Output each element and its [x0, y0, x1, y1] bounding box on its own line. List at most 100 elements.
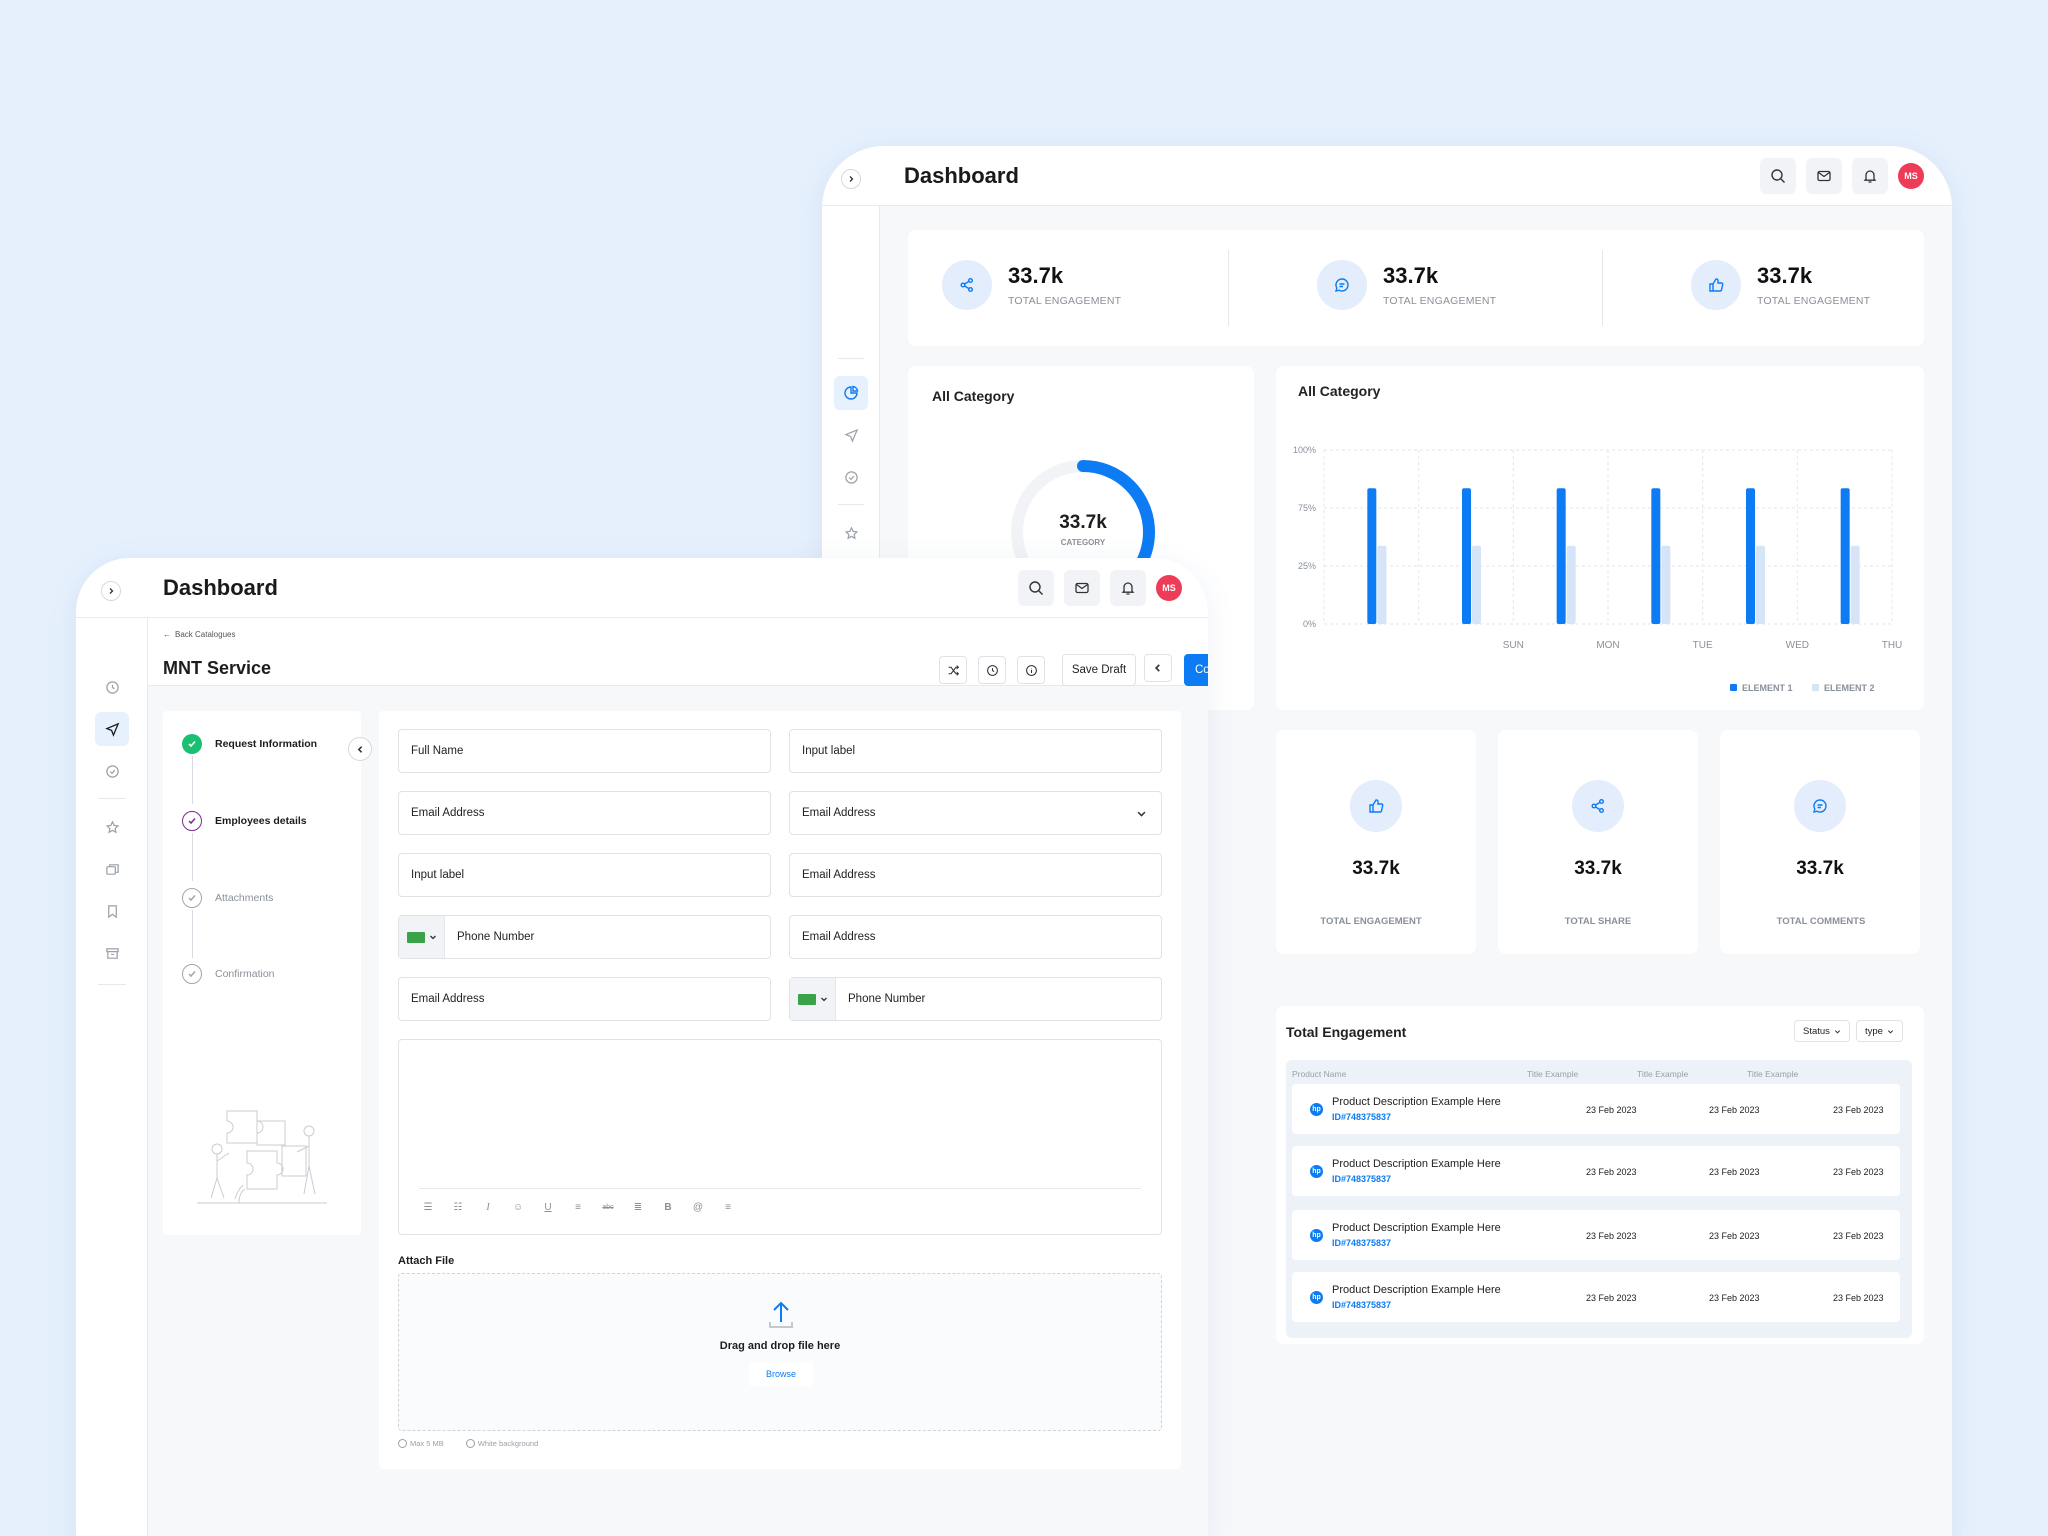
country-code-dropdown[interactable]	[399, 916, 445, 958]
sidebar-item-send[interactable]	[834, 418, 868, 452]
table-row[interactable]: hp Product Description Example Here ID#748…	[1292, 1210, 1900, 1260]
avatar[interactable]: MS	[1898, 163, 1924, 189]
sidebar-item-tasks[interactable]	[95, 754, 129, 788]
check-icon	[182, 964, 202, 984]
file-dropzone[interactable]: Drag and drop file here Browse	[398, 1273, 1162, 1431]
numbered-list-icon[interactable]: ☷	[453, 1201, 463, 1213]
share-icon	[1591, 799, 1604, 813]
check-circle-icon	[465, 1439, 475, 1448]
date-cell: 23 Feb 2023	[1586, 1105, 1637, 1115]
bell-icon	[1863, 170, 1877, 183]
notification-button[interactable]	[1110, 570, 1146, 606]
full-name-field[interactable]: Full Name	[398, 729, 771, 773]
y-tick-label: 0%	[1303, 619, 1316, 629]
browse-button[interactable]: Browse	[749, 1362, 813, 1386]
product-name: Product Description Example Here	[1332, 1158, 1501, 1170]
step-confirmation[interactable]: Confirmation	[182, 964, 275, 984]
date-cell: 23 Feb 2023	[1709, 1231, 1760, 1241]
type-filter[interactable]: type	[1856, 1020, 1903, 1042]
comment-icon	[1335, 278, 1349, 292]
email-select[interactable]: Email Address	[789, 791, 1162, 835]
chevron-right-icon	[109, 588, 114, 594]
chevron-right-icon	[849, 176, 854, 182]
table-row[interactable]: hp Product Description Example Here ID#748…	[1292, 1272, 1900, 1322]
info-button[interactable]	[1017, 656, 1045, 684]
align-center-icon[interactable]: ≣	[633, 1201, 643, 1213]
expand-sidebar-button[interactable]	[841, 169, 861, 189]
table-row[interactable]: hp Product Description Example Here ID#748…	[1292, 1084, 1900, 1134]
email-field[interactable]: Email Address	[398, 791, 771, 835]
card-title: All Category	[932, 388, 1015, 404]
collapse-stepper-button[interactable]	[348, 737, 372, 761]
phone-field[interactable]: Phone Number	[398, 915, 771, 959]
step-request-information[interactable]: Request Information	[182, 734, 317, 754]
form-card: Full Name Input label Email Address Emai…	[379, 711, 1181, 1469]
shuffle-button[interactable]	[939, 656, 967, 684]
mail-button[interactable]	[1064, 570, 1100, 606]
check-circle-icon	[105, 764, 119, 778]
email-field[interactable]: Email Address	[789, 853, 1162, 897]
back-link[interactable]: ← Back Catalogues	[163, 630, 235, 639]
field-placeholder: Email Address	[802, 931, 876, 943]
input-label-field[interactable]: Input label	[789, 729, 1162, 773]
sidebar-divider	[98, 984, 126, 985]
italic-icon[interactable]: I	[486, 1201, 490, 1213]
search-button[interactable]	[1018, 570, 1054, 606]
page-title: Dashboard	[163, 575, 278, 600]
stat-value: 33.7k	[1008, 263, 1064, 288]
align-left-icon[interactable]: ≡	[575, 1201, 581, 1213]
sidebar-item-files[interactable]	[95, 852, 129, 886]
mini-stat-engagement: 33.7k TOTAL ENGAGEMENT	[1276, 730, 1476, 954]
date-cell: 23 Feb 2023	[1586, 1167, 1637, 1177]
field-placeholder: Email Address	[411, 993, 485, 1005]
flag-icon	[406, 931, 425, 943]
bold-icon[interactable]: B	[664, 1201, 672, 1213]
bar-element-1	[1840, 488, 1850, 624]
thumbs-up-icon	[1369, 799, 1384, 813]
email-field[interactable]: Email Address	[398, 977, 771, 1021]
strikethrough-icon[interactable]: abc	[602, 1203, 614, 1211]
underline-icon[interactable]: U	[544, 1201, 552, 1213]
history-button[interactable]	[978, 656, 1006, 684]
sidebar-item-archive[interactable]	[95, 936, 129, 970]
input-label-field[interactable]: Input label	[398, 853, 771, 897]
field-placeholder: Phone Number	[848, 993, 926, 1005]
sidebar-item-bookmarks[interactable]	[95, 894, 129, 928]
mail-button[interactable]	[1806, 158, 1842, 194]
sidebar-item-favorites[interactable]	[95, 810, 129, 844]
align-right-icon[interactable]: ≡	[725, 1201, 731, 1213]
emoji-icon[interactable]: ☺	[512, 1201, 524, 1213]
status-filter[interactable]: Status	[1794, 1020, 1850, 1042]
email-field[interactable]: Email Address	[789, 915, 1162, 959]
step-employees-details[interactable]: Employees details	[182, 811, 307, 831]
mini-stat-share: 33.7k TOTAL SHARE	[1498, 730, 1698, 954]
sidebar-item-analytics[interactable]	[834, 376, 868, 410]
previous-button[interactable]	[1144, 654, 1172, 682]
save-draft-button[interactable]: Save Draft	[1062, 654, 1136, 686]
legend-swatch	[1812, 684, 1819, 691]
table-row[interactable]: hp Product Description Example Here ID#748…	[1292, 1146, 1900, 1196]
sidebar-item-tasks[interactable]	[834, 460, 868, 494]
mention-icon[interactable]: @	[692, 1201, 704, 1213]
bullet-list-icon[interactable]: ☰	[423, 1201, 433, 1213]
sidebar-item-history[interactable]	[95, 670, 129, 704]
sidebar-item-favorites[interactable]	[834, 516, 868, 550]
search-button[interactable]	[1760, 158, 1796, 194]
engagement-table-card: Total Engagement Status type Product Nam…	[1276, 1006, 1924, 1344]
country-code-dropdown[interactable]	[790, 978, 836, 1020]
stat-engagement-3: 33.7k TOTAL ENGAGEMENT	[1691, 260, 1870, 310]
donut-value: 33.7k	[1059, 512, 1107, 533]
step-attachments[interactable]: Attachments	[182, 888, 273, 908]
flag-icon	[797, 993, 816, 1005]
bar-chart-card: All Category 100% 75% 25% 0% SUN MON TUE WED THU…	[1276, 366, 1924, 710]
rich-text-editor[interactable]: ☰ ☷ I ☺ U ≡ abc ≣ B @ ≡	[398, 1039, 1162, 1235]
expand-sidebar-button[interactable]	[101, 581, 121, 601]
avatar[interactable]: MS	[1156, 575, 1182, 601]
continue-button[interactable]: Continue	[1184, 654, 1208, 686]
notification-button[interactable]	[1852, 158, 1888, 194]
step-connector	[192, 910, 193, 958]
sidebar-item-send[interactable]	[95, 712, 129, 746]
phone-field[interactable]: Phone Number	[789, 977, 1162, 1021]
stat-icon-bg	[1794, 780, 1846, 832]
form-window-front: Dashboard MS ← Back Catalogues MNT Servic…	[76, 558, 1208, 1536]
